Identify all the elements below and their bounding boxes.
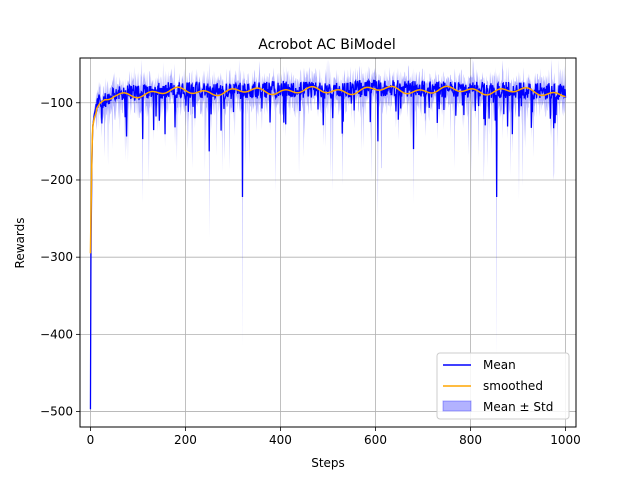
x-axis-ticks: 0 200 400 600 800 1000 [87,427,581,447]
y-tick-label: −500 [40,405,73,419]
mean-line [89,78,567,410]
legend-swatch-band [442,400,472,412]
legend: Mean smoothed Mean ± Std [436,352,570,420]
x-tick-label: 800 [459,433,482,447]
smoothed-line [89,85,566,254]
legend-box [436,352,570,420]
x-tick-label: 200 [174,433,197,447]
legend-label-mean: Mean [483,358,516,372]
x-tick-label: 0 [87,433,95,447]
legend-label-smoothed: smoothed [483,379,543,393]
plot-area [89,59,567,417]
legend-label-band: Mean ± Std [483,400,553,414]
y-tick-label: −300 [40,250,73,264]
y-axis-ticks: −500 −400 −300 −200 −100 [40,96,80,419]
y-tick-label: −100 [40,96,73,110]
x-tick-label: 400 [269,433,292,447]
chart-title: Acrobot AC BiModel [258,37,396,53]
x-tick-label: 1000 [550,433,581,447]
x-tick-label: 600 [364,433,387,447]
y-tick-label: −200 [40,173,73,187]
axes-frame [79,57,577,428]
gridlines [80,58,576,427]
y-axis-label: Rewards [13,218,27,269]
y-tick-label: −400 [40,327,73,341]
x-axis-label: Steps [311,456,345,470]
